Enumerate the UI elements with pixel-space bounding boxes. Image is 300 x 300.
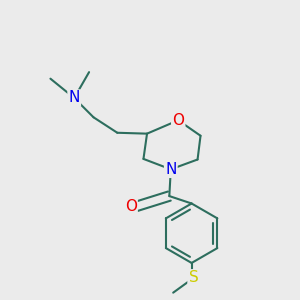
Text: O: O <box>125 199 137 214</box>
Text: S: S <box>188 270 198 285</box>
Text: N: N <box>68 91 80 106</box>
Text: O: O <box>172 113 184 128</box>
Text: N: N <box>165 162 176 177</box>
